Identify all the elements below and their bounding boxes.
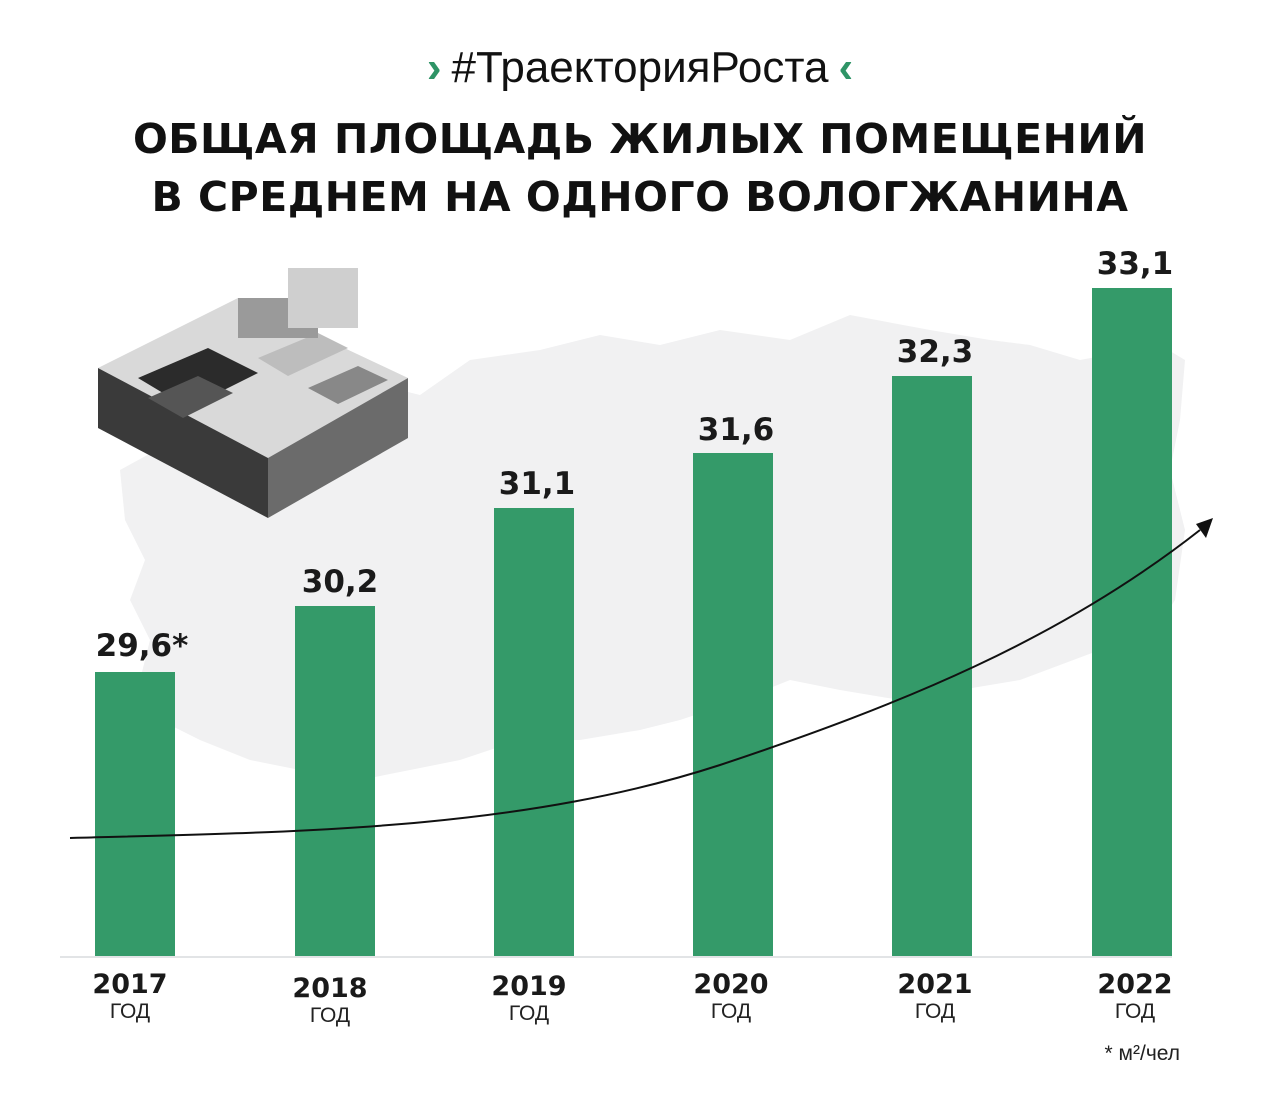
chevron-right-icon: › xyxy=(426,43,442,92)
chevron-left-icon: ‹ xyxy=(838,43,854,92)
x-axis-line xyxy=(60,956,1172,958)
year-unit: ГОД xyxy=(710,1000,752,1023)
year-unit: ГОД xyxy=(508,1002,550,1025)
x-label-2021: 2021 ГОД xyxy=(865,970,1005,1024)
title-line-2: В СРЕДНЕМ НА ОДНОГО ВОЛОГЖАНИНА xyxy=(151,173,1129,221)
hashtag-heading: › #ТраекторияРоста ‹ xyxy=(0,40,1280,96)
year-unit: ГОД xyxy=(109,1000,151,1023)
chart-title: ОБЩАЯ ПЛОЩАДЬ ЖИЛЫХ ПОМЕЩЕНИЙ В СРЕДНЕМ … xyxy=(0,110,1280,226)
bar-2018 xyxy=(295,606,375,956)
x-label-2020: 2020 ГОД xyxy=(661,970,801,1024)
year-text: 2017 xyxy=(92,969,168,1000)
hashtag-text: #ТраекторияРоста xyxy=(451,43,829,92)
year-text: 2018 xyxy=(292,973,368,1004)
bar-2022 xyxy=(1092,288,1172,956)
year-unit: ГОД xyxy=(914,1000,956,1023)
apartment-illustration xyxy=(98,268,408,518)
title-line-1: ОБЩАЯ ПЛОЩАДЬ ЖИЛЫХ ПОМЕЩЕНИЙ xyxy=(132,115,1148,163)
value-label-2021: 32,3 xyxy=(896,334,974,370)
year-unit: ГОД xyxy=(309,1004,351,1027)
value-label-2019: 31,1 xyxy=(498,466,576,502)
unit-footnote: * м²/чел xyxy=(1104,1042,1180,1065)
value-label-2022: 33,1 xyxy=(1096,246,1174,282)
bar-2020 xyxy=(693,453,773,956)
year-text: 2022 xyxy=(1097,969,1173,1000)
year-text: 2020 xyxy=(693,969,769,1000)
value-label-2020: 31,6 xyxy=(697,412,775,448)
x-label-2019: 2019 ГОД xyxy=(459,972,599,1026)
year-text: 2019 xyxy=(491,971,567,1002)
x-label-2018: 2018 ГОД xyxy=(260,974,400,1028)
year-unit: ГОД xyxy=(1114,1000,1156,1023)
year-text: 2021 xyxy=(897,969,973,1000)
bar-2017 xyxy=(95,672,175,956)
bar-2019 xyxy=(494,508,574,956)
x-label-2022: 2022 ГОД xyxy=(1065,970,1205,1024)
value-label-2017: 29,6* xyxy=(95,628,189,664)
bar-2021 xyxy=(892,376,972,956)
x-label-2017: 2017 ГОД xyxy=(60,970,200,1024)
value-label-2018: 30,2 xyxy=(301,564,379,600)
